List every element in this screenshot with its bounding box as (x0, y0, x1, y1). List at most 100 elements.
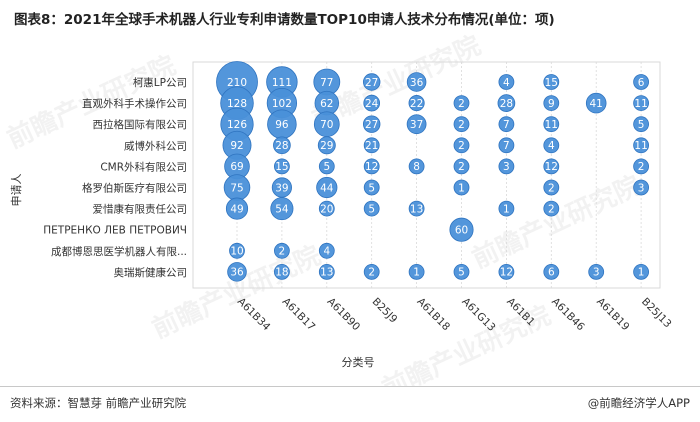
bubble (408, 95, 425, 112)
bubble (363, 94, 381, 112)
bubble (633, 158, 649, 175)
bubble (543, 158, 560, 175)
bubble-value-label: 15 (275, 161, 288, 173)
x-tick-label: A61B17 (280, 296, 318, 334)
bubble-value-label: 41 (590, 98, 603, 110)
bubble-value-label: 60 (455, 225, 468, 237)
chart-title: 图表8：2021年全球手术机器人行业专利申请数量TOP10申请人技术分布情况(单… (14, 12, 555, 28)
bubble (318, 263, 335, 280)
x-tick-label: A61B19 (594, 296, 632, 334)
bubble-value-label: 3 (593, 267, 600, 279)
bubble-value-label: 28 (275, 140, 288, 152)
bubble-value-label: 12 (545, 161, 558, 173)
bubble-value-label: 3 (638, 182, 645, 194)
bubble-value-label: 28 (500, 98, 513, 110)
y-tick-label: CMR外科有限公司 (100, 160, 187, 173)
bubble-value-label: 2 (638, 161, 645, 173)
bubble (543, 95, 560, 111)
bubble-value-label: 29 (320, 140, 333, 152)
bubble (225, 197, 249, 220)
x-tick-label: A61G13 (459, 296, 497, 334)
bubble (498, 137, 515, 154)
x-tick-label: B25J9 (370, 296, 400, 326)
bubble (633, 137, 649, 154)
bubble (498, 200, 515, 217)
bubble (408, 263, 425, 280)
y-tick-label: 爱惜康有限责任公司 (93, 203, 188, 216)
bubble-value-label: 5 (368, 203, 375, 215)
bubble-value-label: 2 (458, 98, 465, 110)
x-tick-label: A61B18 (414, 296, 452, 334)
bubble-value-label: 2 (548, 182, 555, 194)
bubble (453, 179, 470, 196)
bubble (408, 158, 425, 175)
bubble-value-label: 36 (410, 77, 424, 89)
bubble (273, 263, 290, 280)
bubble-value-label: 10 (230, 246, 243, 258)
bubble-value-label: 96 (275, 119, 289, 131)
bubble-value-label: 22 (410, 98, 423, 110)
bubble (633, 95, 649, 111)
footer: 资料来源：智慧芽 前瞻产业研究院 @前瞻经济学人APP (0, 386, 700, 422)
bubble (317, 136, 336, 155)
bubble (270, 197, 294, 221)
y-tick-label: 柯惠LP公司 (133, 76, 187, 89)
bubble-value-label: 75 (230, 182, 243, 194)
bubble (633, 263, 649, 280)
bubble-value-label: 2 (458, 119, 465, 131)
bubble (498, 158, 515, 175)
bubble-value-label: 15 (545, 77, 558, 89)
bubble (543, 179, 560, 196)
y-axis-title: 申请人 (10, 174, 23, 207)
bubble-value-label: 2 (548, 203, 555, 215)
bubble-value-label: 128 (227, 98, 247, 110)
y-tick-label: 直观外科手术操作公司 (82, 97, 187, 110)
bubble (362, 73, 381, 91)
bubble-value-label: 24 (365, 98, 379, 110)
bubble-value-label: 111 (272, 77, 292, 89)
bubble-value-label: 5 (638, 119, 645, 131)
bubble (633, 74, 649, 90)
bubble (406, 114, 427, 135)
x-tick-label: A61B90 (325, 296, 363, 334)
bubble (453, 116, 470, 133)
bubble (449, 217, 474, 242)
bubble (543, 263, 560, 280)
bubble-value-label: 21 (365, 140, 378, 152)
bubble-value-label: 2 (458, 140, 465, 152)
x-axis-title: 分类号 (342, 355, 375, 369)
bubble (318, 200, 335, 217)
y-tick-label: 西拉格国际有限公司 (93, 118, 188, 131)
bubble-value-label: 36 (230, 267, 244, 279)
bubble (316, 176, 338, 199)
bubble-value-label: 44 (320, 182, 334, 194)
bubble-value-label: 210 (227, 77, 247, 89)
bubble-value-label: 12 (500, 267, 513, 279)
bubble-value-label: 1 (458, 182, 465, 194)
bubble-value-label: 6 (548, 267, 555, 279)
bubble-value-label: 70 (320, 119, 333, 131)
bubble-value-label: 37 (410, 119, 423, 131)
bubble-value-label: 54 (275, 203, 289, 215)
bubble-value-label: 11 (634, 140, 647, 152)
bubble (633, 116, 649, 133)
bubble (453, 158, 470, 175)
bubble-value-label: 1 (503, 203, 510, 215)
bubble (273, 242, 290, 259)
bubble-value-label: 11 (545, 119, 558, 131)
bubble (543, 200, 560, 217)
bubble-value-label: 6 (638, 77, 645, 89)
bubble (585, 92, 607, 114)
bubble (273, 158, 290, 175)
bubble (408, 200, 425, 217)
bubble (318, 158, 335, 175)
bubble (362, 115, 381, 133)
bubble-value-label: 5 (323, 161, 330, 173)
bubble-value-label: 12 (365, 161, 378, 173)
bubble-value-label: 102 (272, 98, 292, 110)
bubble (363, 158, 380, 175)
bubble (543, 74, 560, 90)
bubble (633, 179, 649, 196)
